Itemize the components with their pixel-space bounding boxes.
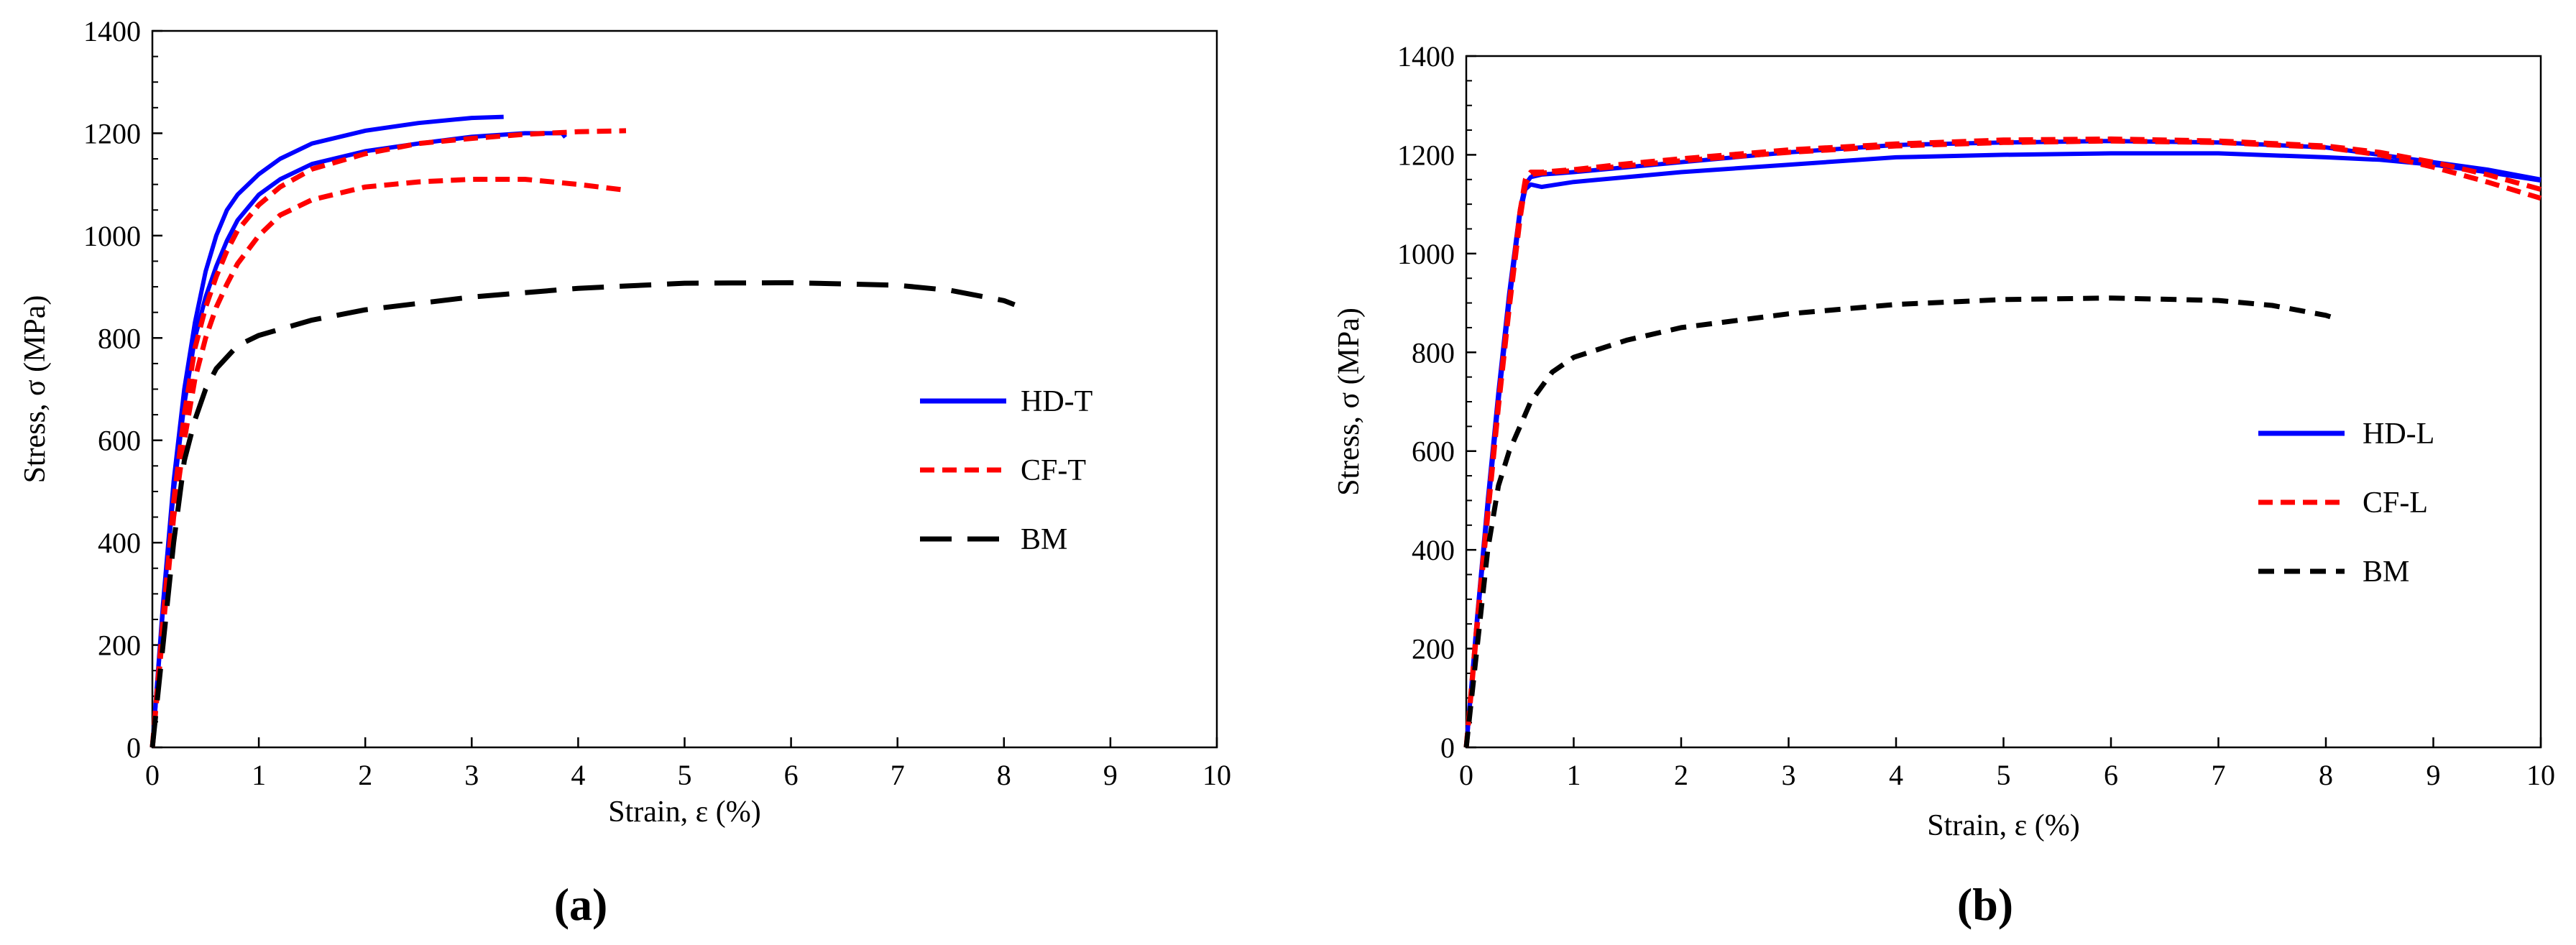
x-tick-label: 5 [1997, 759, 2011, 791]
x-tick-label: 2 [1674, 759, 1688, 791]
y-tick-label: 1000 [83, 220, 141, 252]
x-tick-label: 3 [464, 759, 479, 791]
chart-panel-a: 0 1 2 3 4 5 6 7 8 9 10 0 200 400 600 800 1000 1200 1400 Str… [19, 15, 1231, 930]
x-tick-label: 9 [1103, 759, 1118, 791]
x-tick-label: 6 [784, 759, 799, 791]
y-tick-label: 800 [98, 322, 141, 354]
legend-label-hd-t: HD-T [1021, 385, 1092, 418]
y-tick-label: 200 [1412, 633, 1455, 665]
x-axis-label: Strain, ε (%) [1927, 809, 2079, 842]
chart-panel-b: 0 1 2 3 4 5 6 7 8 9 10 0 200 400 600 800 1000 1200 1400 Str… [1333, 40, 2555, 930]
series-line-cf-t [150, 128, 627, 748]
legend-label-hd-l: HD-L [2363, 418, 2434, 451]
x-tick-label: 8 [2319, 759, 2333, 791]
x-tick-label: 7 [891, 759, 905, 791]
y-tick-label: 200 [98, 630, 141, 662]
legend: HD-T CF-T BM [920, 385, 1092, 556]
y-tick-label: 0 [126, 732, 141, 764]
y-tick-label: 400 [98, 527, 141, 559]
legend-label-cf-t: CF-T [1021, 454, 1086, 487]
legend-label-cf-l: CF-L [2363, 487, 2428, 520]
x-axis-label: Strain, ε (%) [608, 796, 760, 829]
x-tick-label: 5 [678, 759, 692, 791]
x-tick-label: 4 [571, 759, 585, 791]
legend: HD-L CF-L BM [2258, 418, 2434, 589]
x-tick-label: 0 [145, 759, 160, 791]
y-tick-label: 600 [1412, 435, 1455, 468]
y-tick-label: 1200 [1397, 139, 1455, 171]
legend-label-bm: BM [2363, 556, 2409, 589]
series-line-bm [150, 280, 1016, 748]
x-tick-label: 0 [1459, 759, 1473, 791]
x-tick-label: 6 [2104, 759, 2118, 791]
y-tick-label: 1400 [83, 15, 141, 47]
legend-label-bm: BM [1021, 523, 1067, 556]
x-tick-label: 10 [2526, 759, 2555, 791]
x-tick-label: 10 [1202, 759, 1231, 791]
y-axis-label: Stress, σ (MPa) [1333, 308, 1366, 496]
y-tick-label: 1400 [1397, 40, 1455, 73]
series-line-cf-l [1463, 136, 2542, 748]
x-tick-label: 1 [252, 759, 266, 791]
series-line-hd-t [150, 131, 567, 748]
series-line-hd-t [150, 114, 504, 748]
panel-label: (a) [554, 879, 608, 930]
x-tick-label: 7 [2212, 759, 2226, 791]
panel-label: (b) [1957, 879, 2013, 930]
x-tick-label: 3 [1782, 759, 1796, 791]
y-axis-label: Stress, σ (MPa) [19, 295, 52, 484]
series-line-cf-t [150, 177, 622, 748]
y-tick-label: 800 [1412, 336, 1455, 369]
y-tick-label: 1000 [1397, 238, 1455, 270]
x-tick-label: 1 [1567, 759, 1581, 791]
x-tick-label: 2 [358, 759, 372, 791]
x-tick-label: 4 [1889, 759, 1903, 791]
y-tick-label: 0 [1440, 732, 1455, 764]
x-tick-label: 9 [2426, 759, 2441, 791]
series-line-bm [1463, 295, 2337, 748]
y-tick-label: 600 [98, 425, 141, 457]
x-tick-label: 8 [997, 759, 1011, 791]
y-tick-label: 400 [1412, 534, 1455, 566]
y-tick-label: 1200 [83, 117, 141, 149]
